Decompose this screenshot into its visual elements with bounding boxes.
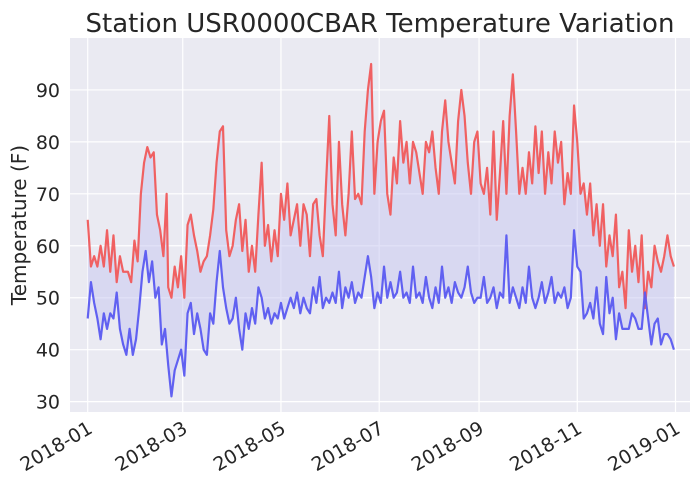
y-tick-label: 50 [36, 288, 60, 310]
x-tick-label: 2018-01 [16, 417, 96, 476]
chart-title: Station USR0000CBAR Temperature Variatio… [86, 9, 675, 39]
x-tick-label: 2019-01 [604, 417, 684, 476]
x-tick-label: 2018-11 [506, 417, 586, 476]
series-lines [86, 62, 675, 398]
y-tick-label: 30 [36, 392, 60, 414]
temperature-range-fill [87, 63, 674, 397]
series-line-tmin [86, 229, 675, 398]
y-tick-label: 80 [36, 132, 60, 154]
x-tick-label: 2018-07 [308, 417, 388, 476]
y-tick-label: 60 [36, 236, 60, 258]
range-fill-area [87, 63, 674, 397]
y-tick-label: 70 [36, 184, 60, 206]
x-tick-labels: 2018-01 2018-03 2018-05 2018-07 2018-09 2018-… [16, 417, 684, 476]
y-tick-labels: 30 40 50 60 70 80 90 [36, 80, 60, 414]
x-tick-label: 2018-05 [210, 417, 290, 476]
y-tick-label: 40 [36, 340, 60, 362]
x-tick-label: 2018-09 [408, 417, 488, 476]
series-line-tmax [86, 62, 675, 310]
x-tick-label: 2018-03 [111, 417, 191, 476]
y-tick-label: 90 [36, 80, 60, 102]
y-axis-label: Temperature (F) [7, 145, 31, 306]
